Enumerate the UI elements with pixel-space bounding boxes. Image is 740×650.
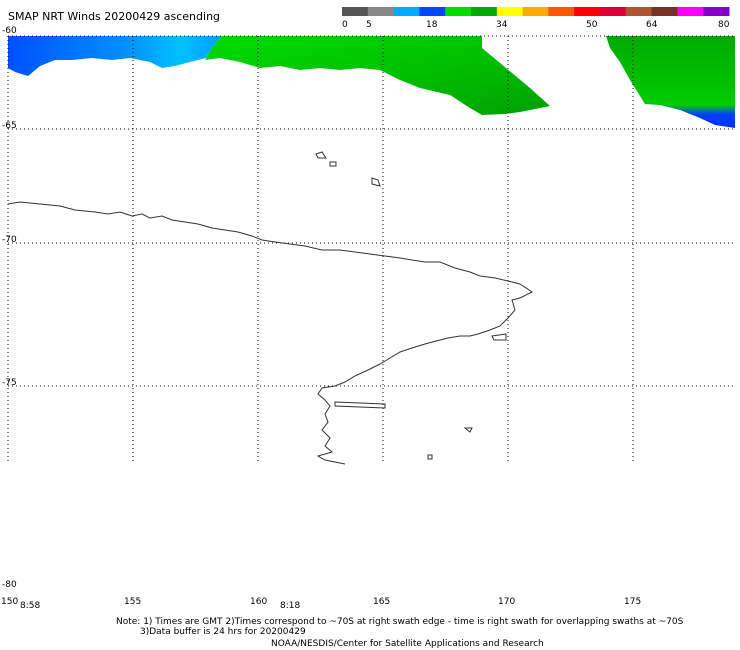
lon-label: 165 (373, 597, 391, 607)
note-line-2: 3)Data buffer is 24 hrs for 20200429 (140, 627, 306, 637)
colorbar-label: 5 (366, 20, 372, 30)
wind-swath-left (8, 36, 222, 76)
colorbar-segment (496, 7, 524, 16)
wind-swath-middle (205, 36, 550, 115)
colorbar-segment (342, 7, 369, 16)
lat-label: -80 (2, 580, 17, 590)
credit-line: NOAA/NESDIS/Center for Satellite Applica… (271, 639, 544, 649)
coastline (7, 151, 533, 465)
map-title: SMAP NRT Winds 20200429 ascending (8, 10, 221, 23)
colorbar-segment (419, 7, 446, 16)
lat-label: -75 (2, 378, 17, 388)
colorbar-segment (677, 7, 704, 16)
lon-label: 150 (1, 597, 19, 607)
lat-label: -65 (2, 121, 17, 131)
colorbar-segment (393, 7, 420, 16)
lon-label: 170 (498, 597, 516, 607)
colorbar-segment (445, 7, 472, 16)
colorbar-label: 0 (342, 20, 348, 30)
lon-label: 160 (250, 597, 268, 607)
swath-time: 8:58 (20, 601, 41, 611)
colorbar-label: 80 (718, 20, 730, 30)
colorbar-segment (471, 7, 498, 16)
colorbar-segment (522, 7, 549, 16)
graticule-grid (7, 35, 735, 464)
note-line-1: Note: 1) Times are GMT 2)Times correspon… (116, 617, 684, 627)
lat-label: -70 (2, 235, 17, 245)
colorbar-segment (651, 7, 678, 16)
colorbar-label: 18 (426, 20, 438, 30)
colorbar (342, 7, 730, 16)
colorbar-segment (574, 7, 601, 16)
colorbar-segment (367, 7, 395, 16)
colorbar-segment (625, 7, 653, 16)
lon-label: 155 (124, 597, 142, 607)
colorbar-segment (600, 7, 627, 16)
colorbar-segment (548, 7, 575, 16)
lat-label: -60 (2, 26, 17, 36)
colorbar-label: 50 (586, 20, 598, 30)
lon-label: 175 (624, 597, 642, 607)
colorbar-segment (703, 7, 730, 16)
colorbar-label: 34 (496, 20, 508, 30)
swath-time: 8:18 (280, 601, 301, 611)
colorbar-label: 64 (646, 20, 658, 30)
wind-swath-right (606, 36, 735, 128)
